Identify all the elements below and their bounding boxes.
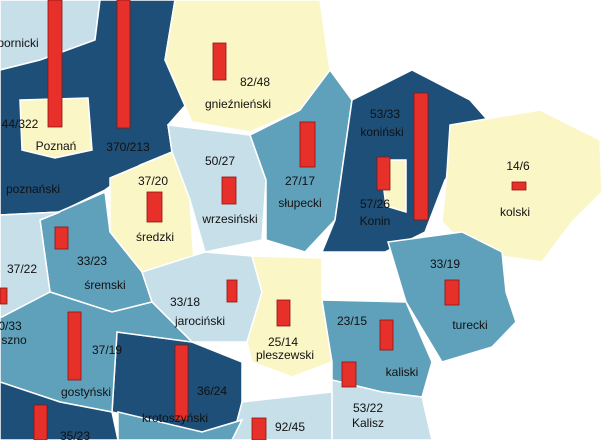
region-name: turecki — [452, 318, 487, 332]
bar — [299, 121, 316, 168]
region-value: 37/22 — [7, 262, 37, 276]
region-name: pleszewski — [256, 348, 314, 362]
bar — [226, 279, 238, 303]
region-name: wrzesiński — [201, 212, 257, 226]
region — [0, 381, 119, 440]
bar — [33, 404, 48, 440]
bar — [146, 191, 163, 223]
bar — [444, 279, 460, 306]
region-name: słupecki — [278, 196, 321, 210]
region — [19, 97, 93, 159]
region-value: 33/19 — [430, 257, 460, 271]
region-value: 0/33 — [0, 319, 22, 333]
region — [320, 69, 493, 253]
region-value: 53/33 — [370, 107, 400, 121]
bar — [212, 42, 227, 81]
region-value: 33/18 — [170, 295, 200, 309]
bar — [174, 344, 189, 421]
region-value: 27/17 — [285, 174, 315, 188]
region-name: jarociński — [174, 314, 225, 328]
region-value: 37/19 — [92, 343, 122, 357]
region-value: 37/20 — [138, 174, 168, 188]
region — [117, 411, 244, 440]
bar — [379, 319, 394, 351]
bar — [341, 361, 357, 388]
labels: pornicki 44/322 Poznań 370/213 82/48 gni… — [0, 36, 530, 440]
region-value: 35/23 — [60, 429, 90, 440]
region-name: śremski — [84, 278, 125, 292]
bar — [251, 417, 267, 440]
region-name: krotoszyński — [142, 411, 208, 425]
region-name: gostyński — [61, 385, 111, 399]
bar — [413, 92, 429, 221]
region-value: 53/22 — [353, 401, 383, 415]
bar — [67, 311, 82, 381]
region-value: 23/15 — [337, 314, 367, 328]
region-value: 44/322 — [2, 117, 39, 131]
region-value: 57/26 — [360, 197, 390, 211]
region-name: poznański — [6, 182, 60, 196]
region-value: 92/45 — [275, 420, 305, 434]
region-value: 14/6 — [506, 159, 530, 173]
region-name: koniński — [360, 125, 403, 139]
region-value: 82/48 — [240, 75, 270, 89]
bar — [276, 299, 291, 327]
bar — [376, 156, 391, 191]
region-value: 33/23 — [77, 254, 107, 268]
region-name: Kalisz — [352, 416, 384, 430]
bar — [0, 287, 8, 305]
bar — [221, 176, 237, 205]
region-name: Konin — [360, 214, 391, 228]
region-name: gnieźnieński — [205, 97, 271, 111]
bar — [54, 226, 69, 250]
region-name: kolski — [500, 205, 530, 219]
region-value: 25/14 — [268, 335, 298, 349]
region — [0, 211, 61, 319]
region-value: 370/213 — [106, 140, 150, 154]
region-name: Poznań — [36, 139, 77, 153]
region — [164, 0, 331, 133]
region-name: pornicki — [0, 36, 39, 50]
region-name: szno — [1, 333, 27, 347]
bar — [47, 0, 63, 128]
region — [0, 291, 195, 413]
bars — [0, 0, 527, 440]
bar — [511, 181, 527, 191]
bar — [116, 0, 131, 129]
region-value: 50/27 — [205, 154, 235, 168]
region-value: 36/24 — [197, 384, 227, 398]
region-name: średzki — [136, 230, 174, 244]
region-name: kaliski — [386, 365, 419, 379]
